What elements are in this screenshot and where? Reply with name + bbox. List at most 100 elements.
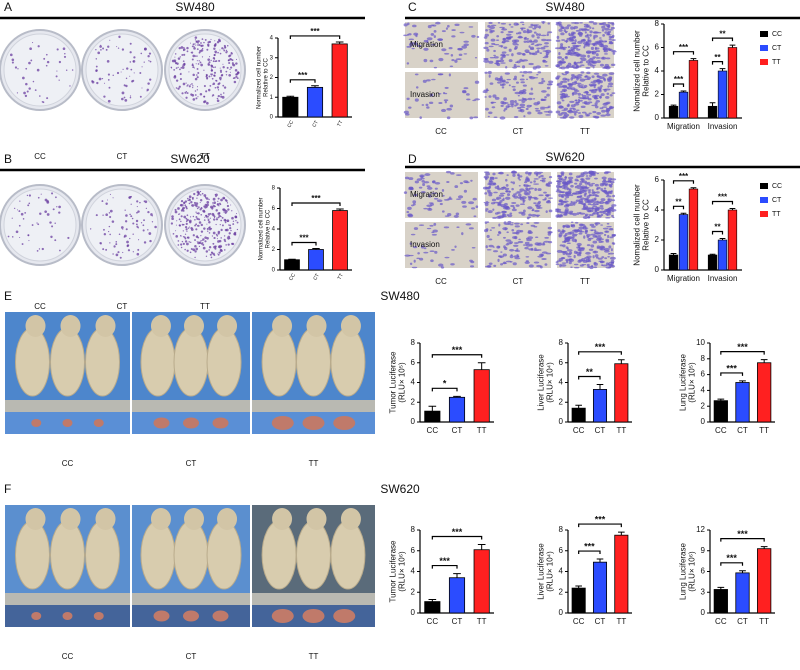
colony — [211, 209, 213, 211]
cell — [433, 35, 436, 38]
cell — [580, 71, 585, 74]
cell — [569, 202, 574, 207]
colony — [188, 195, 192, 199]
dish-inner — [85, 188, 159, 262]
cell — [476, 35, 480, 38]
cell — [599, 247, 606, 251]
cell — [528, 92, 534, 95]
cell — [444, 100, 447, 104]
colony — [196, 197, 198, 199]
colony — [202, 243, 205, 246]
cell — [566, 180, 572, 183]
cell — [484, 71, 488, 74]
cell — [598, 238, 604, 241]
cell — [569, 53, 575, 56]
colony — [23, 91, 26, 95]
cell — [502, 236, 506, 239]
legend-swatch — [760, 211, 768, 217]
cell — [600, 207, 604, 210]
cell — [559, 93, 566, 96]
colony — [131, 217, 134, 220]
cell — [562, 80, 568, 83]
cell — [600, 114, 606, 117]
cell — [592, 56, 597, 59]
colony — [207, 63, 211, 66]
cell — [441, 210, 445, 213]
cell — [456, 174, 462, 176]
colony — [188, 219, 192, 223]
colony — [220, 93, 222, 96]
cell — [607, 234, 610, 239]
bar — [571, 587, 586, 614]
cell — [601, 180, 608, 184]
cell — [606, 222, 610, 225]
cell — [520, 21, 525, 24]
cell — [536, 36, 540, 39]
panel-letter: F — [4, 482, 11, 496]
cell — [560, 32, 565, 36]
cell — [533, 171, 539, 175]
cell — [457, 48, 463, 51]
colony — [130, 215, 133, 218]
cell — [574, 178, 579, 182]
cell — [528, 26, 534, 28]
cell — [506, 193, 511, 197]
cell — [577, 186, 580, 190]
cell — [574, 80, 578, 84]
cell — [485, 208, 489, 211]
colony — [130, 68, 133, 71]
colony — [225, 244, 227, 246]
cell — [513, 242, 519, 244]
cell — [594, 177, 598, 180]
cell — [610, 259, 615, 264]
cell — [422, 79, 427, 83]
cell — [610, 63, 616, 66]
mouse-head — [95, 315, 116, 337]
colony — [142, 229, 145, 232]
y-tick-label: 2 — [559, 587, 564, 596]
colony — [136, 200, 139, 203]
cell — [544, 197, 547, 201]
cell — [489, 176, 495, 180]
cell — [537, 111, 543, 115]
y-axis-label-line: Liver Luciferase — [537, 543, 546, 600]
cell — [530, 23, 534, 27]
y-tick-label: 6 — [701, 370, 706, 379]
significance-label: *** — [726, 553, 737, 563]
colony — [184, 240, 188, 243]
colony — [207, 215, 209, 217]
cell — [502, 227, 508, 231]
legend-label: CT — [772, 45, 782, 52]
cell — [456, 198, 462, 201]
bar — [678, 214, 689, 271]
cell — [578, 34, 583, 37]
photo-label: CT — [186, 459, 197, 468]
cell — [560, 214, 564, 217]
cell — [446, 107, 453, 111]
colony — [179, 56, 181, 58]
colony — [217, 200, 219, 202]
cell — [610, 248, 613, 252]
y-axis-label-line: (RLU× 10⁴) — [546, 362, 555, 403]
cell — [522, 30, 527, 34]
cell — [584, 78, 590, 81]
cell — [582, 171, 589, 175]
cell — [603, 187, 607, 190]
cell — [586, 71, 591, 75]
colony — [194, 245, 197, 248]
colony — [207, 88, 211, 92]
cell — [599, 183, 605, 187]
cell — [413, 193, 418, 197]
colony — [195, 211, 197, 213]
colony — [39, 95, 41, 97]
colony — [196, 74, 198, 76]
cell — [498, 194, 505, 197]
colony — [16, 92, 19, 94]
cell — [591, 88, 598, 91]
cell — [540, 106, 546, 109]
colony — [210, 227, 213, 230]
cell — [438, 263, 444, 267]
colony — [200, 240, 202, 242]
colony — [189, 84, 191, 86]
colony — [39, 212, 42, 215]
